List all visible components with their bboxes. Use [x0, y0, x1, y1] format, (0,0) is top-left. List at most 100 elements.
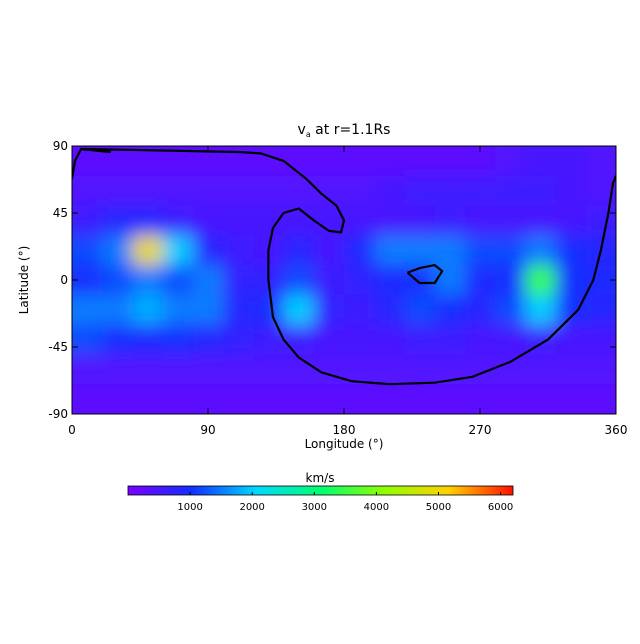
heatmap-cell — [102, 235, 133, 266]
heatmap-cell — [223, 294, 254, 326]
heatmap-cell — [555, 205, 587, 236]
heatmap-cell — [162, 265, 194, 296]
x-tick-label: 360 — [605, 423, 628, 437]
heatmap-cell — [192, 324, 224, 355]
heatmap-cell — [253, 384, 285, 414]
heatmap-cell — [192, 235, 224, 266]
heatmap-cell — [434, 294, 466, 326]
heatmap-cell — [132, 265, 164, 296]
heatmap-cell — [192, 265, 224, 296]
heatmap-cell — [555, 384, 587, 414]
heatmap-cell — [525, 384, 557, 414]
heatmap-cell — [434, 175, 466, 207]
y-axis-label: Latitude (°) — [17, 246, 31, 315]
heatmap-cell — [253, 175, 285, 207]
heatmap-cell — [525, 175, 557, 207]
heatmap-cell — [374, 146, 405, 177]
heatmap-cell — [72, 175, 103, 207]
heatmap-cell — [495, 175, 526, 207]
heatmap-cell — [464, 324, 496, 355]
heatmap-cell — [404, 235, 436, 266]
heatmap-cell — [464, 265, 496, 296]
heatmap-cell — [162, 324, 194, 355]
heatmap-cell — [585, 354, 616, 385]
heatmap-cell — [374, 175, 405, 207]
heatmap-cell — [585, 235, 616, 266]
heatmap-cell — [223, 354, 254, 385]
heatmap-cell — [102, 294, 133, 326]
heatmap-cell — [72, 235, 103, 266]
heatmap-cell — [404, 324, 436, 355]
heatmap-cell — [374, 235, 405, 266]
y-tick-label: -90 — [48, 407, 68, 421]
heatmap-cell — [192, 354, 224, 385]
heatmap-cell — [555, 354, 587, 385]
heatmap-cell — [72, 294, 103, 326]
heatmap-cell — [72, 324, 103, 355]
heatmap-cell — [344, 205, 375, 236]
heatmap-cell — [132, 324, 164, 355]
heatmap-cell — [495, 205, 526, 236]
heatmap-cell — [223, 205, 254, 236]
heatmap-cell — [404, 354, 436, 385]
heatmap-cell — [283, 294, 315, 326]
heatmap-cell — [374, 265, 405, 296]
heatmap-cell — [374, 205, 405, 236]
x-axis-label: Longitude (°) — [305, 437, 384, 451]
heatmap-cell — [495, 324, 526, 355]
heatmap-cell — [585, 205, 616, 236]
y-tick-label: -45 — [48, 340, 68, 354]
heatmap-cell — [132, 175, 164, 207]
heatmap-cells — [72, 146, 616, 414]
heatmap-cell — [434, 146, 466, 177]
heatmap-cell — [283, 146, 315, 177]
heatmap-cell — [102, 354, 133, 385]
x-tick-label: 270 — [469, 423, 492, 437]
heatmap-cell — [525, 294, 557, 326]
heatmap-cell — [404, 146, 436, 177]
heatmap-cell — [283, 324, 315, 355]
y-tick-label: 0 — [60, 273, 68, 287]
heatmap-cell — [464, 235, 496, 266]
heatmap-cell — [525, 235, 557, 266]
heatmap-cell — [223, 324, 254, 355]
heatmap-cell — [192, 294, 224, 326]
contour-line — [72, 147, 616, 386]
heatmap-cell — [374, 354, 405, 385]
heatmap-cell — [344, 265, 375, 296]
heatmap-cell — [374, 294, 405, 326]
heatmap-cell — [313, 294, 345, 326]
heatmap-cell — [525, 265, 557, 296]
heatmap-cell — [283, 205, 315, 236]
heatmap-cell — [162, 294, 194, 326]
x-tick-label: 180 — [333, 423, 356, 437]
heatmap-cell — [132, 354, 164, 385]
heatmap-cell — [192, 205, 224, 236]
title-rest: at r=1.1Rs — [311, 122, 391, 138]
heatmap-cell — [495, 354, 526, 385]
heatmap-cell — [72, 384, 103, 414]
heatmap-cell — [132, 235, 164, 266]
heatmap-cell — [162, 175, 194, 207]
heatmap-cell — [72, 354, 103, 385]
heatmap-cell — [283, 235, 315, 266]
heatmap-cell — [102, 384, 133, 414]
heatmap-cell — [495, 384, 526, 414]
heatmap-cell — [585, 384, 616, 414]
heatmap-cell — [464, 205, 496, 236]
heatmap-cell — [555, 324, 587, 355]
heatmap-cell — [555, 294, 587, 326]
heatmap-cell — [102, 205, 133, 236]
heatmap-cell — [283, 175, 315, 207]
heatmap-cell — [162, 235, 194, 266]
heatmap-cell — [374, 384, 405, 414]
heatmap-cell — [404, 205, 436, 236]
heatmap-cell — [585, 146, 616, 177]
heatmap-cell — [585, 294, 616, 326]
heatmap-cell — [72, 205, 103, 236]
heatmap-cell — [313, 324, 345, 355]
heatmap-cell — [344, 235, 375, 266]
heatmap-cell — [102, 175, 133, 207]
heatmap-cell — [344, 146, 375, 177]
